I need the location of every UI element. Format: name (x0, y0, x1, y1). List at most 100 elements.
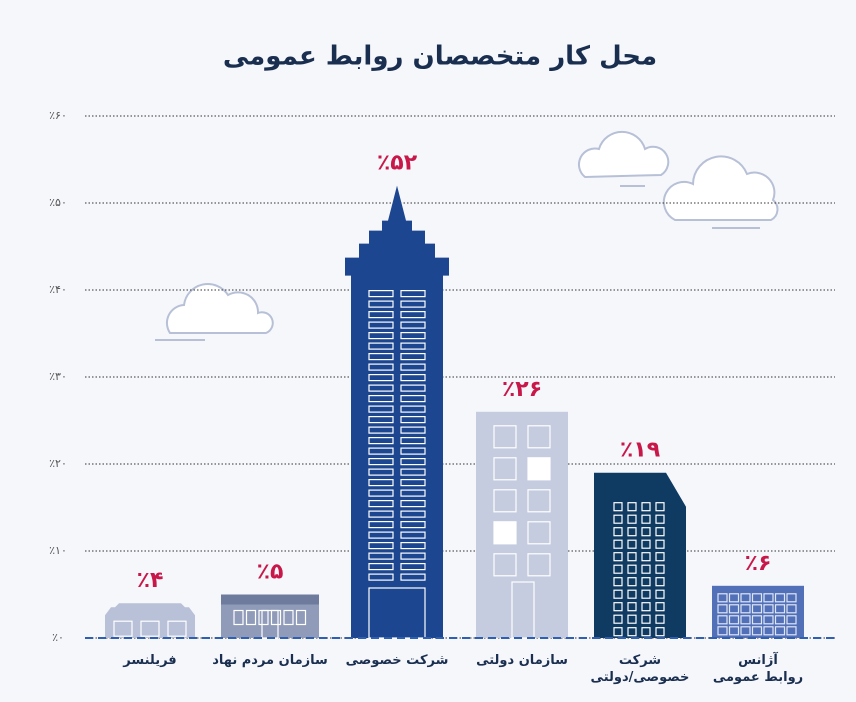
window (368, 290, 394, 298)
value-label: ٪۵۲ (377, 151, 418, 176)
window (613, 614, 623, 624)
window (400, 426, 426, 434)
bar (105, 603, 195, 638)
window (400, 489, 426, 497)
window (641, 552, 651, 562)
window (717, 593, 728, 603)
window (368, 552, 394, 560)
window (786, 593, 797, 603)
window (613, 527, 623, 537)
window (368, 479, 394, 487)
window (368, 500, 394, 508)
value-label: ٪۶ (745, 551, 772, 576)
window (368, 395, 394, 403)
window (368, 447, 394, 455)
window (368, 342, 394, 350)
window (400, 405, 426, 413)
y-tick-label: ٪۵۰ (49, 196, 67, 209)
window (751, 593, 763, 603)
window (613, 552, 623, 562)
window (655, 602, 665, 612)
window (655, 589, 665, 599)
x-tick-label: فریلنسر (123, 653, 177, 668)
window (400, 332, 426, 340)
window (763, 604, 774, 614)
window (728, 604, 740, 614)
window (641, 602, 651, 612)
window (527, 553, 551, 577)
window (613, 539, 623, 549)
window (740, 626, 751, 636)
window (400, 510, 426, 518)
window (400, 374, 426, 382)
window (717, 626, 728, 636)
window (527, 489, 551, 513)
window (740, 604, 751, 614)
window (627, 564, 637, 574)
window (400, 500, 426, 508)
window (493, 457, 517, 481)
window (627, 502, 637, 512)
window (400, 562, 426, 571)
window (368, 384, 394, 392)
clouds (155, 130, 779, 341)
window (400, 353, 426, 361)
window (740, 615, 751, 625)
y-tick-label: ٪۲۰ (49, 457, 67, 470)
window (613, 602, 623, 612)
window (641, 502, 651, 512)
window (774, 615, 786, 625)
x-tick-label: سازمان دولتی (476, 653, 568, 668)
y-tick-label: ٪۰ (52, 631, 64, 644)
x-tick-label: شرکت خصوصی (345, 653, 449, 668)
window (751, 615, 763, 625)
window (493, 489, 517, 513)
window (627, 627, 637, 637)
value-label: ٪۵ (257, 560, 284, 585)
window (400, 395, 426, 403)
window (613, 564, 623, 574)
window (368, 416, 394, 424)
window (774, 604, 786, 614)
window (641, 614, 651, 624)
window (400, 384, 426, 392)
window (774, 593, 786, 603)
window (655, 564, 665, 574)
window (717, 615, 728, 625)
window (786, 604, 797, 614)
window (400, 552, 426, 560)
y-tick-label: ٪۳۰ (49, 370, 67, 383)
window (400, 541, 426, 550)
window (493, 521, 517, 545)
window (613, 627, 623, 637)
window (613, 589, 623, 599)
window (641, 539, 651, 549)
window (728, 593, 740, 603)
value-label: ٪۱۹ (620, 438, 660, 463)
window (400, 458, 426, 466)
window (655, 514, 665, 524)
window (655, 552, 665, 562)
window (627, 527, 637, 537)
window (627, 614, 637, 624)
window (728, 615, 740, 625)
x-tick-label: سازمان مردم نهاد (212, 653, 328, 668)
window (627, 577, 637, 587)
cloud (662, 155, 779, 221)
window (655, 577, 665, 587)
window (368, 510, 394, 518)
window (400, 311, 426, 319)
window (400, 447, 426, 455)
window (400, 363, 426, 371)
window (368, 363, 394, 371)
window (527, 521, 551, 545)
window (627, 552, 637, 562)
window (728, 626, 740, 636)
window (295, 609, 307, 626)
window (527, 425, 551, 449)
window (113, 620, 133, 637)
window (763, 626, 774, 636)
window (400, 416, 426, 424)
